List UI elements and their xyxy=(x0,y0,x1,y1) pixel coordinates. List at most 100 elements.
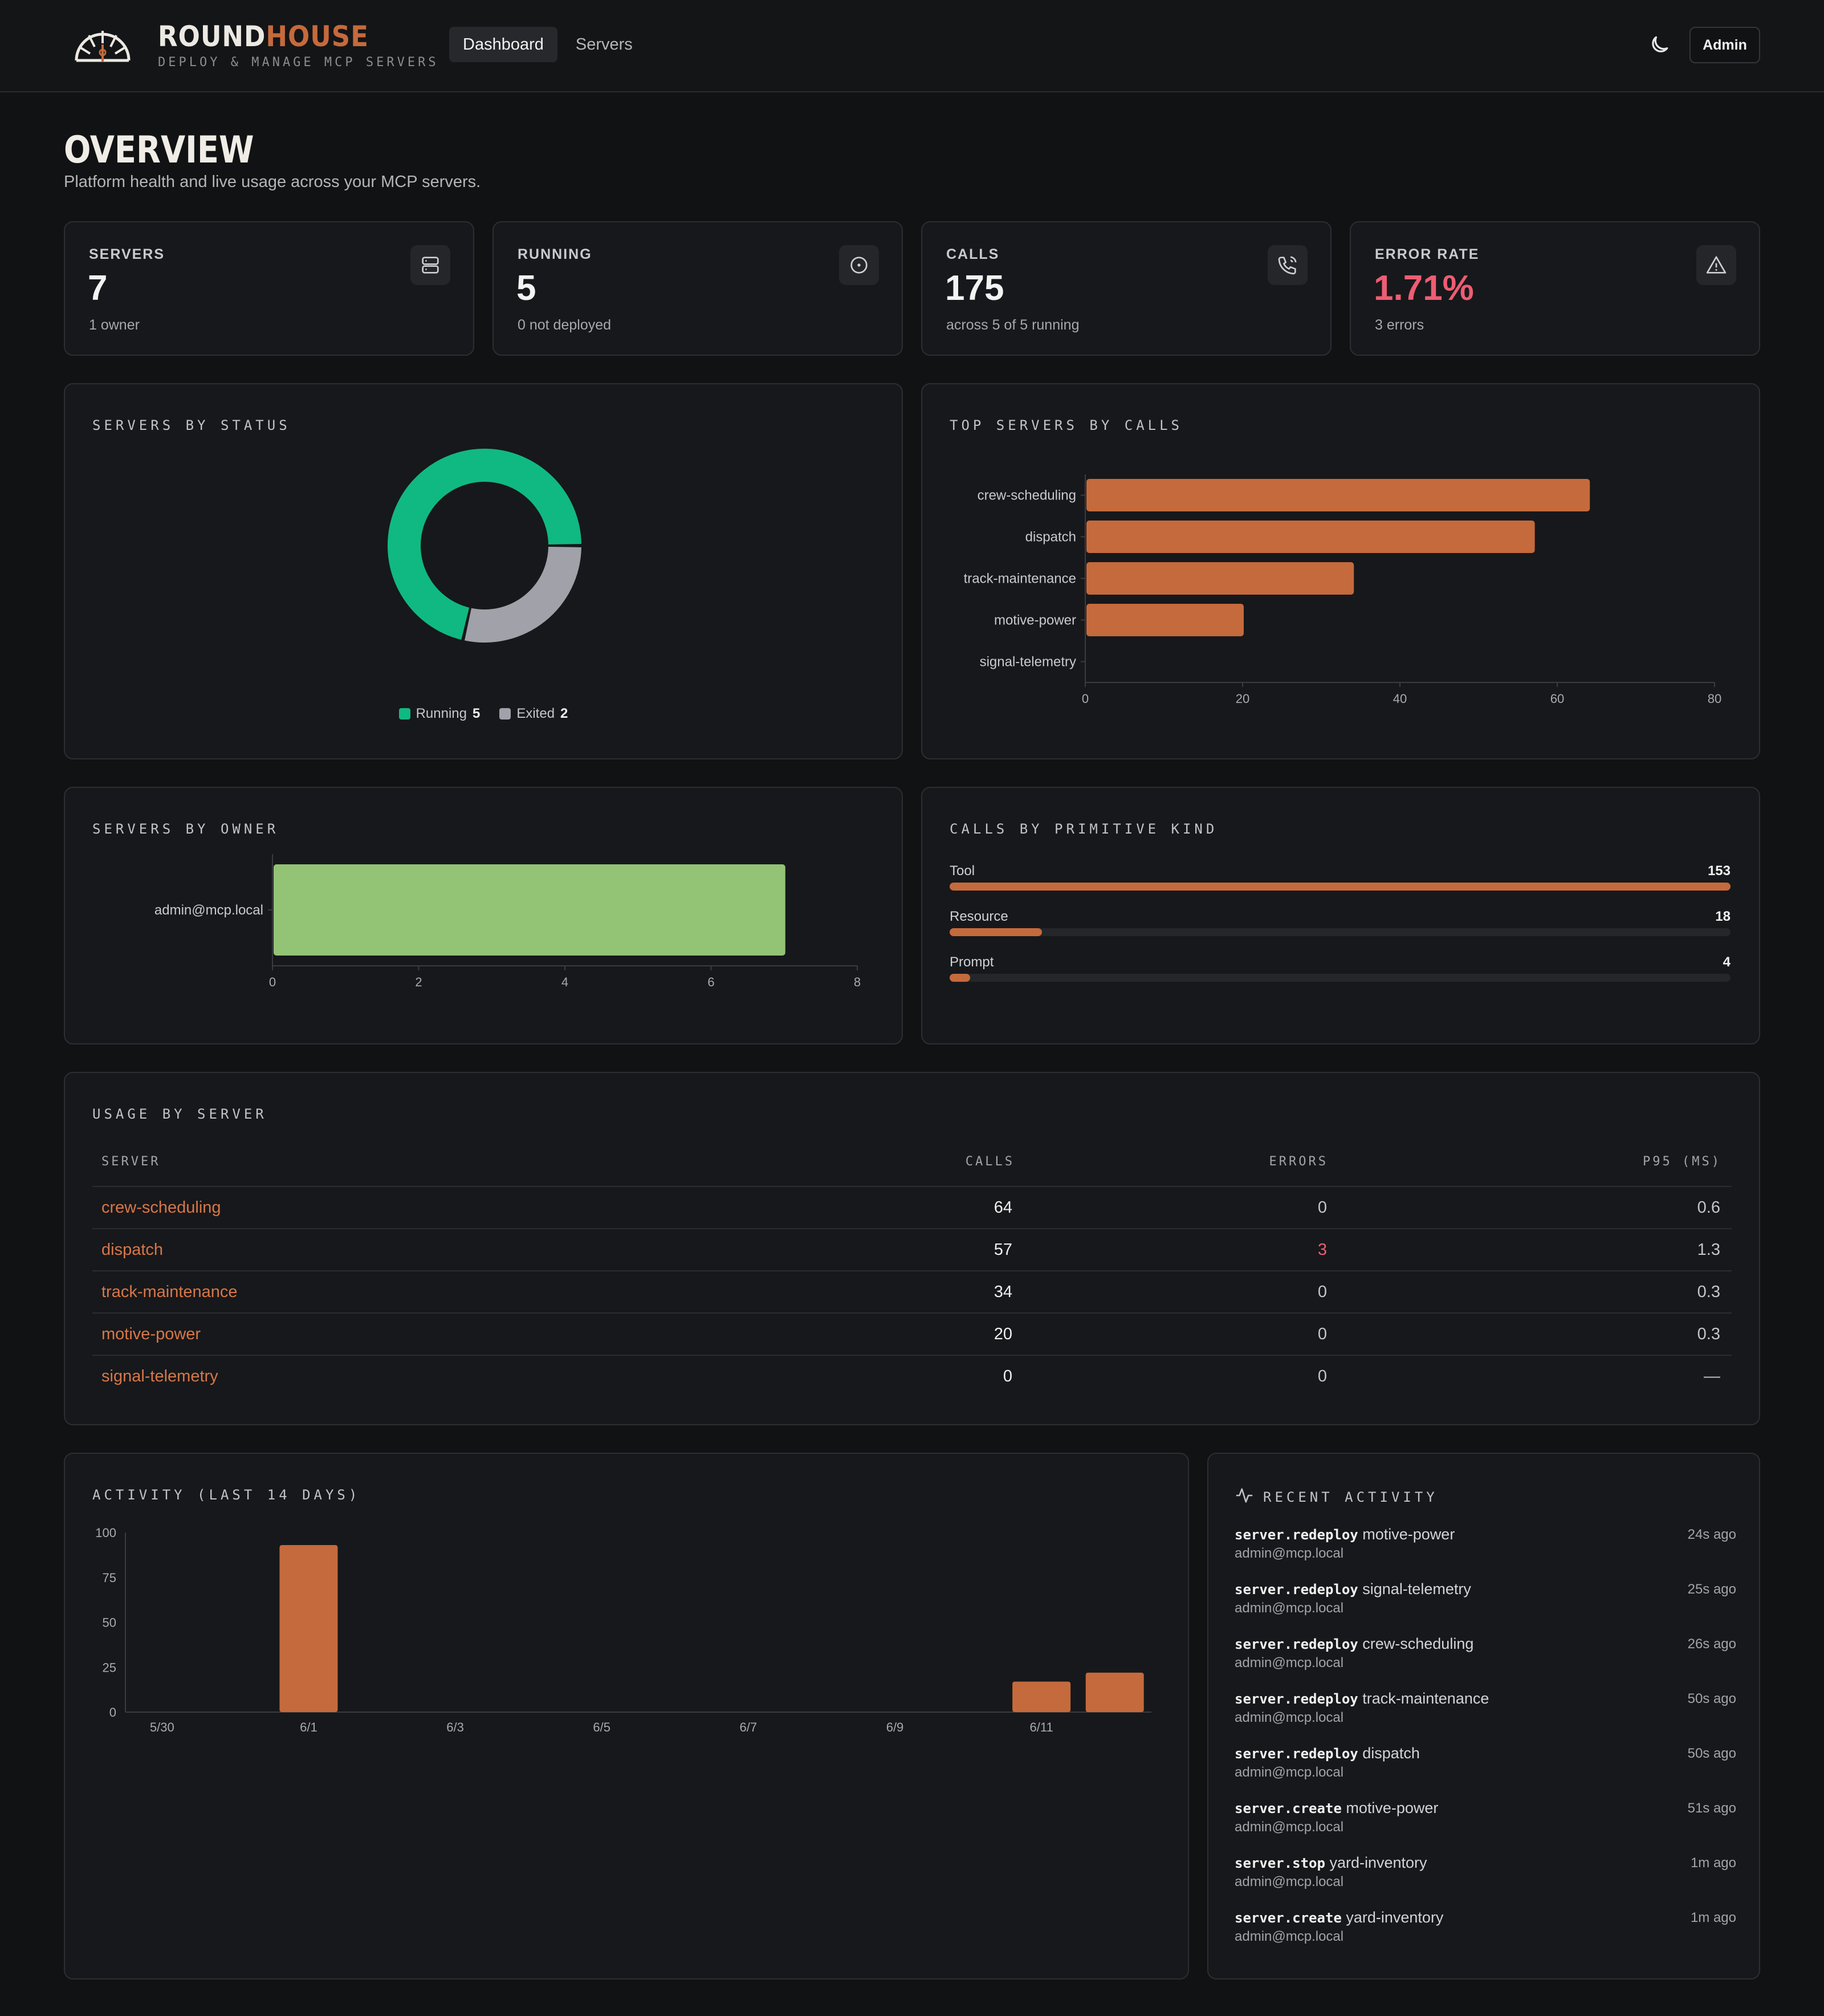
activity-time: 50s ago xyxy=(1687,1691,1736,1706)
x-tick-label: 40 xyxy=(1393,692,1407,706)
legend-item-exited[interactable]: Exited 2 xyxy=(499,706,568,722)
moon-icon[interactable] xyxy=(1646,33,1671,58)
table-row: track-maintenance 34 0 0.3 xyxy=(92,1270,1732,1312)
bar-6/1 xyxy=(279,1545,338,1712)
calls-cell: 64 xyxy=(994,1198,1012,1217)
activity-target: yard-inventory xyxy=(1329,1854,1427,1871)
x-tick-label: 60 xyxy=(1550,692,1564,706)
x-tick-label: 0 xyxy=(1082,692,1089,706)
panel-title: RECENT ACTIVITY xyxy=(1263,1489,1438,1505)
stat-label: CALLS xyxy=(946,246,1000,262)
phone-icon xyxy=(1268,245,1308,285)
donut-slice-running xyxy=(388,449,581,640)
admin-menu-button[interactable]: Admin xyxy=(1689,27,1760,63)
activity-line: server.redeploy motive-power xyxy=(1235,1526,1736,1543)
activity-action: server.create xyxy=(1235,1910,1342,1926)
owner-bar-chart: admin@mcp.local 0 2 4 6 8 xyxy=(154,854,861,989)
primitive-track xyxy=(950,974,1731,982)
activity-item[interactable]: server.redeploy motive-power admin@mcp.lo… xyxy=(1235,1526,1736,1562)
x-tick-label: 0 xyxy=(269,975,276,989)
tab-dashboard[interactable]: Dashboard xyxy=(449,27,557,62)
stat-value: 7 xyxy=(88,269,108,308)
primitive-label: Resource xyxy=(950,909,1008,924)
donut-slice-exited xyxy=(465,546,581,643)
activity-item[interactable]: server.create yard-inventory admin@mcp.lo… xyxy=(1235,1909,1736,1945)
brand-tagline: DEPLOY & MANAGE MCP SERVERS xyxy=(158,55,439,70)
activity-user: admin@mcp.local xyxy=(1235,1819,1344,1835)
panel-title: ACTIVITY (LAST 14 DAYS) xyxy=(92,1487,361,1503)
x-tick-label: 80 xyxy=(1708,692,1721,706)
stat-sub: across 5 of 5 running xyxy=(946,317,1080,333)
x-tick-label: 2 xyxy=(415,975,422,989)
panel-title: TOP SERVERS BY CALLS xyxy=(950,417,1183,433)
x-tick-label: 6/7 xyxy=(740,1720,758,1734)
activity-target: dispatch xyxy=(1362,1745,1420,1762)
warning-icon xyxy=(1696,245,1736,285)
server-link[interactable]: signal-telemetry xyxy=(101,1367,218,1385)
server-link[interactable]: crew-scheduling xyxy=(101,1198,221,1217)
server-link[interactable]: track-maintenance xyxy=(101,1283,238,1301)
page-title: OVERVIEW xyxy=(64,128,254,172)
table-row: crew-scheduling 64 0 0.6 xyxy=(92,1186,1732,1228)
primitive-label: Tool xyxy=(950,863,975,879)
status-donut-chart xyxy=(388,449,581,643)
roundhouse-logo-icon xyxy=(75,31,131,62)
panel-title: SERVERS BY STATUS xyxy=(92,417,291,433)
stat-label: SERVERS xyxy=(89,246,165,262)
calls-cell: 20 xyxy=(994,1325,1012,1343)
col-header-calls: CALLS xyxy=(965,1155,1015,1169)
servers-by-owner-panel: SERVERS BY OWNER admin@mcp.local 0 2 4 6 8 xyxy=(64,787,903,1044)
tab-servers[interactable]: Servers xyxy=(575,35,633,54)
activity-target: track-maintenance xyxy=(1362,1690,1489,1707)
errors-cell: 0 xyxy=(1317,1367,1327,1385)
stat-card-calls: CALLS 175 across 5 of 5 running xyxy=(921,221,1332,356)
activity-chart-panel: ACTIVITY (LAST 14 DAYS) 0 25 50 75 100 5/30 6/… xyxy=(64,1453,1189,1980)
legend-item-running[interactable]: Running 5 xyxy=(398,706,480,722)
p95-cell: — xyxy=(1704,1367,1720,1385)
activity-item[interactable]: server.stop yard-inventory admin@mcp.loca… xyxy=(1235,1854,1736,1890)
errors-cell: 0 xyxy=(1317,1283,1327,1301)
x-tick-label: 8 xyxy=(854,975,861,989)
recent-activity-panel: RECENT ACTIVITY xyxy=(1207,1453,1760,1980)
activity-item[interactable]: server.create motive-power admin@mcp.loca… xyxy=(1235,1799,1736,1835)
calls-cell: 57 xyxy=(994,1241,1012,1259)
primitive-fill xyxy=(950,883,1731,891)
activity-item[interactable]: server.redeploy crew-scheduling admin@mcp… xyxy=(1235,1635,1736,1671)
activity-time: 50s ago xyxy=(1687,1746,1736,1761)
y-tick-label: 75 xyxy=(103,1571,116,1585)
activity-time: 25s ago xyxy=(1687,1582,1736,1597)
activity-time: 51s ago xyxy=(1687,1800,1736,1816)
primitive-value: 4 xyxy=(1723,954,1731,970)
activity-user: admin@mcp.local xyxy=(1235,1874,1344,1889)
brand-name[interactable]: ROUNDHOUSE xyxy=(158,20,369,53)
y-tick-label: 25 xyxy=(103,1660,116,1674)
x-tick-label: 5/30 xyxy=(150,1720,174,1734)
col-header-server: SERVER xyxy=(101,1155,161,1169)
status-legend: Running 5 Exited 2 xyxy=(65,706,902,722)
activity-user: admin@mcp.local xyxy=(1235,1600,1344,1616)
main-nav: Dashboard Servers xyxy=(449,27,646,62)
y-tick-label: 100 xyxy=(95,1526,116,1540)
servers-by-status-panel: SERVERS BY STATUS Running 5 Exited 2 xyxy=(64,383,903,759)
server-link[interactable]: dispatch xyxy=(101,1241,164,1259)
activity-target: crew-scheduling xyxy=(1362,1635,1474,1652)
activity-line: server.redeploy track-maintenance xyxy=(1235,1690,1736,1708)
activity-target: motive-power xyxy=(1346,1799,1439,1816)
activity-item[interactable]: server.redeploy dispatch admin@mcp.local 5… xyxy=(1235,1745,1736,1781)
activity-target: yard-inventory xyxy=(1346,1909,1444,1926)
activity-line: server.redeploy signal-telemetry xyxy=(1235,1580,1736,1598)
activity-item[interactable]: server.redeploy signal-telemetry admin@mc… xyxy=(1235,1580,1736,1616)
bar-6/12 xyxy=(1085,1672,1144,1712)
activity-action: server.create xyxy=(1235,1800,1342,1816)
table-row: signal-telemetry 0 0 — xyxy=(92,1355,1732,1397)
x-tick-label: 6 xyxy=(707,975,714,989)
server-link[interactable]: motive-power xyxy=(101,1325,201,1343)
p95-cell: 0.3 xyxy=(1697,1325,1720,1343)
errors-cell: 0 xyxy=(1317,1198,1327,1217)
activity-user: admin@mcp.local xyxy=(1235,1765,1344,1780)
panel-title: USAGE BY SERVER xyxy=(92,1106,267,1122)
activity-time: 26s ago xyxy=(1687,1636,1736,1652)
stat-value: 5 xyxy=(516,269,536,308)
activity-user: admin@mcp.local xyxy=(1235,1546,1344,1561)
activity-item[interactable]: server.redeploy track-maintenance admin@m… xyxy=(1235,1690,1736,1726)
